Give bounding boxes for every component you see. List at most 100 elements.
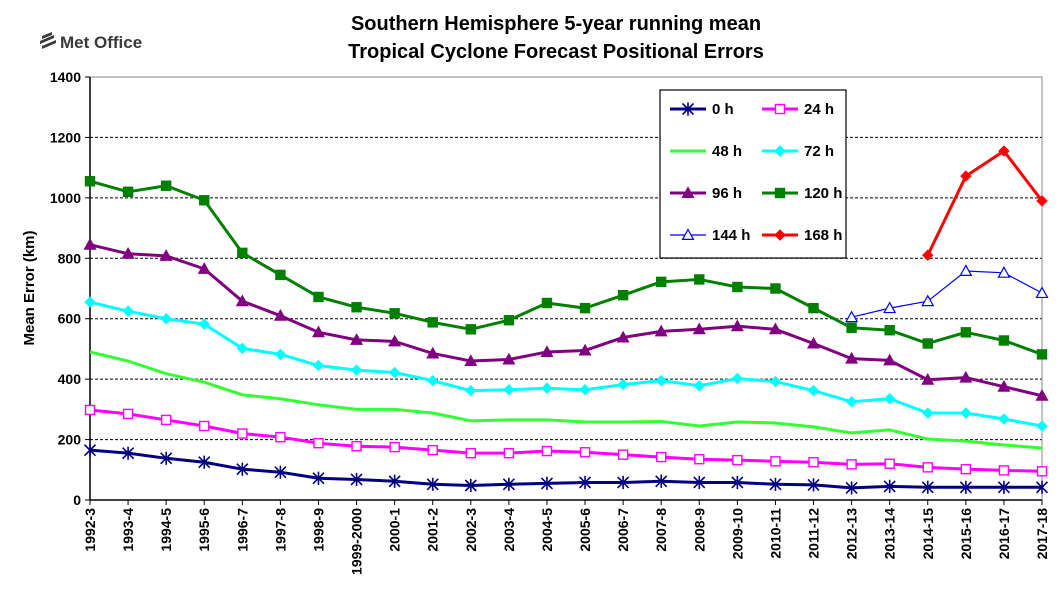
point-0h-2004-5 [540,476,554,490]
point-0h-2003-4 [502,477,515,491]
point-72h-2014-15 [922,407,934,419]
point-24h-1998-9 [313,437,324,449]
point-96h-2008-9 [692,322,706,335]
point-120h-1994-5 [160,180,172,191]
point-24h-1992-3 [84,404,96,416]
point-0h-2014-15 [921,480,934,494]
point-144h-2016-17 [997,266,1011,278]
legend-label-48h: 48 h [712,143,742,160]
x-tick-label-2014-15: 2014-15 [920,508,936,560]
legend-label-0h: 0 h [712,101,734,118]
point-0h-2001-2 [426,477,439,491]
series-line-120h [89,179,1043,356]
legend-item-96h: 96 h [670,185,742,202]
point-72h-2008-9 [693,380,705,392]
legend-label-24h: 24 h [804,101,834,118]
point-24h-2006-7 [617,449,629,460]
legend: 0 h 24 h 48 h 72 h 96 h 120 h 144 h 168 h [659,89,847,259]
point-72h-2002-3 [465,384,477,397]
x-tick-label-2016-17: 2016-17 [996,508,1012,560]
series-line-72h [89,300,1043,428]
series-line-168h [926,149,1044,256]
point-24h-2000-1 [389,441,400,453]
point-0h-2010-11 [769,477,782,491]
point-0h-2009-10 [731,475,744,490]
point-144h-2012-13 [845,310,859,323]
point-120h-2016-17 [998,335,1010,346]
series-line-144h [851,270,1043,318]
point-24h-2010-11 [770,456,781,467]
point-96h-2012-13 [845,351,859,364]
point-0h-2000-1 [388,474,401,488]
point-120h-1993-4 [122,186,134,198]
legend-marker-168h [774,229,786,241]
point-0h-1996-7 [236,462,249,476]
point-120h-2017-18 [1036,349,1048,360]
point-120h-2005-6 [579,302,591,314]
met-office-logo-text: Met Office [60,33,142,52]
point-72h-1994-5 [160,313,172,325]
point-24h-2011-12 [808,457,819,468]
series-144h [845,264,1049,323]
point-0h-1995-6 [198,455,211,469]
legend-item-168h: 168 h [762,227,842,244]
x-tick-label-2000-1: 2000-1 [387,508,403,552]
x-tick-label-2003-4: 2003-4 [501,508,517,552]
point-120h-1997-8 [275,269,286,281]
point-24h-1993-4 [122,408,134,420]
point-96h-1994-5 [159,249,173,261]
met-office-logo-icon [40,32,56,49]
legend-label-120h: 120 h [804,185,842,202]
point-24h-1997-8 [275,431,286,443]
point-144h-2017-18 [1035,286,1049,299]
point-72h-2017-18 [1036,420,1048,432]
point-0h-2013-14 [883,479,896,494]
x-tick-label-2011-12: 2011-12 [806,508,822,559]
point-24h-2004-5 [541,445,553,457]
y-tick-label-800: 800 [58,250,82,266]
point-72h-1998-9 [312,359,325,372]
chart-title-line-1: Southern Hemisphere 5-year running mean [351,13,761,35]
point-72h-1992-3 [84,296,96,308]
point-120h-2000-1 [389,308,400,319]
point-72h-2013-14 [883,393,896,405]
point-168h-2016-17 [998,145,1010,157]
point-24h-1999-2000 [351,441,362,452]
legend-item-48h: 48 h [670,143,742,160]
y-tick-labels: 0 200 400 600 800 1000 1200 1400 [50,69,81,508]
point-120h-2001-2 [427,317,438,328]
point-96h-2017-18 [1035,389,1049,401]
point-168h-2014-15 [922,249,934,261]
point-72h-1995-6 [198,318,210,330]
point-0h-1998-9 [312,471,325,485]
point-120h-2004-5 [541,297,553,309]
series-line-48h [89,350,1043,450]
point-120h-2013-14 [884,324,895,336]
point-24h-2013-14 [884,458,895,469]
point-24h-2008-9 [694,454,705,465]
point-96h-2010-11 [768,322,782,335]
point-120h-1992-3 [84,176,96,187]
point-24h-2017-18 [1036,466,1048,477]
legend-item-120h: 120 h [762,185,842,202]
point-0h-2002-3 [464,478,477,493]
x-tick-label-1993-4: 1993-4 [120,508,136,552]
point-120h-2008-9 [694,274,705,285]
point-72h-2009-10 [731,372,744,385]
point-120h-1995-6 [199,195,210,206]
point-72h-2000-1 [388,366,401,379]
point-120h-2010-11 [770,283,781,294]
point-72h-2012-13 [845,396,858,408]
plot-area-border [89,76,1043,501]
point-120h-2014-15 [922,338,933,349]
point-168h-2017-18 [1036,195,1048,207]
legend-label-72h: 72 h [804,143,834,160]
point-72h-1996-7 [236,342,249,355]
chart-title-line-2: Tropical Cyclone Forecast Positional Err… [348,41,764,63]
point-24h-2015-16 [960,463,972,475]
point-72h-1997-8 [274,348,287,361]
point-96h-1997-8 [273,308,287,321]
point-72h-2003-4 [503,384,515,396]
series-24h [84,404,1048,477]
